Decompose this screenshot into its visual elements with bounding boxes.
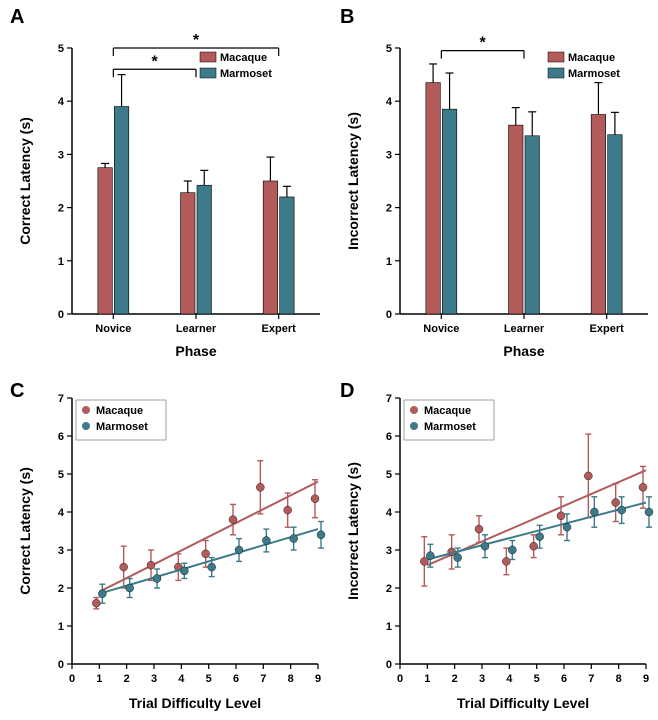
svg-text:9: 9 <box>315 673 321 685</box>
svg-text:Marmoset: Marmoset <box>96 421 148 433</box>
svg-text:Marmoset: Marmoset <box>568 68 620 80</box>
svg-text:0: 0 <box>386 309 392 321</box>
svg-text:Expert: Expert <box>262 323 297 335</box>
panel-d-chart: 0 1 2 3 4 5 6 7 0 1 2 3 4 5 6 7 8 9 Trial Difficulty Level… <box>338 380 658 720</box>
svg-text:1: 1 <box>58 621 64 633</box>
svg-text:Macaque: Macaque <box>424 405 471 417</box>
svg-text:0: 0 <box>69 673 75 685</box>
svg-text:2: 2 <box>386 583 392 595</box>
svg-text:Phase: Phase <box>503 343 544 359</box>
svg-text:0: 0 <box>58 309 64 321</box>
figure-root: A B C D 012345NoviceLearnerExpert**Phase… <box>0 0 658 720</box>
svg-text:4: 4 <box>58 507 65 519</box>
svg-text:Correct Latency (s): Correct Latency (s) <box>17 117 33 245</box>
svg-text:2: 2 <box>124 673 130 685</box>
svg-text:Marmoset: Marmoset <box>424 421 476 433</box>
svg-text:Trial Difficulty Level: Trial Difficulty Level <box>457 695 589 711</box>
svg-text:4: 4 <box>506 673 513 685</box>
svg-text:7: 7 <box>58 393 64 405</box>
svg-text:1: 1 <box>386 621 392 633</box>
svg-text:3: 3 <box>386 149 392 161</box>
svg-text:Trial Difficulty Level: Trial Difficulty Level <box>129 695 261 711</box>
svg-text:5: 5 <box>534 673 540 685</box>
svg-text:5: 5 <box>206 673 212 685</box>
svg-text:2: 2 <box>58 583 64 595</box>
svg-text:Learner: Learner <box>504 323 545 335</box>
svg-text:4: 4 <box>58 96 65 108</box>
panel-b-chart: 0 1 2 3 4 5 Novice Learner Expert * Phase Incorrect… <box>338 10 658 370</box>
svg-text:*: * <box>193 32 200 49</box>
svg-text:3: 3 <box>58 149 64 161</box>
svg-text:2: 2 <box>58 203 64 215</box>
svg-text:Phase: Phase <box>175 343 216 359</box>
svg-text:4: 4 <box>386 96 393 108</box>
svg-text:Incorrect Latency (s): Incorrect Latency (s) <box>345 462 361 600</box>
svg-text:1: 1 <box>96 673 102 685</box>
svg-text:Macaque: Macaque <box>568 52 615 64</box>
svg-text:3: 3 <box>386 545 392 557</box>
svg-text:1: 1 <box>58 256 64 268</box>
panel-a-chart: 0 1 2 3 4 5 Novice Learner Expert * * Phase Correct … <box>10 10 330 370</box>
svg-text:0: 0 <box>386 659 392 671</box>
svg-text:0: 0 <box>58 659 64 671</box>
svg-text:5: 5 <box>386 469 392 481</box>
svg-text:5: 5 <box>386 43 392 55</box>
svg-text:Incorrect Latency (s): Incorrect Latency (s) <box>345 112 361 250</box>
svg-text:4: 4 <box>178 673 185 685</box>
svg-text:4: 4 <box>386 507 393 519</box>
svg-text:5: 5 <box>58 43 64 55</box>
svg-text:7: 7 <box>260 673 266 685</box>
panel-c-chart: 0 1 2 3 4 5 6 7 0 1 2 3 4 5 6 7 8 9 Trial Difficulty Level… <box>10 380 330 720</box>
svg-text:7: 7 <box>386 393 392 405</box>
svg-text:6: 6 <box>233 673 239 685</box>
svg-text:6: 6 <box>561 673 567 685</box>
svg-text:0: 0 <box>397 673 403 685</box>
svg-text:1: 1 <box>386 256 392 268</box>
svg-text:9: 9 <box>643 673 649 685</box>
svg-text:6: 6 <box>58 431 64 443</box>
svg-text:5: 5 <box>58 469 64 481</box>
svg-text:Macaque: Macaque <box>96 405 143 417</box>
svg-text:8: 8 <box>288 673 294 685</box>
svg-text:7: 7 <box>588 673 594 685</box>
svg-text:6: 6 <box>386 431 392 443</box>
svg-text:Learner: Learner <box>176 323 217 335</box>
svg-text:*: * <box>480 35 487 52</box>
svg-text:3: 3 <box>479 673 485 685</box>
svg-text:3: 3 <box>151 673 157 685</box>
svg-text:1: 1 <box>424 673 430 685</box>
svg-text:2: 2 <box>386 203 392 215</box>
svg-text:Macaque: Macaque <box>220 52 267 64</box>
svg-text:2: 2 <box>452 673 458 685</box>
svg-text:Novice: Novice <box>95 323 131 335</box>
svg-text:Novice: Novice <box>423 323 459 335</box>
svg-text:Correct Latency (s): Correct Latency (s) <box>17 467 33 595</box>
svg-text:Expert: Expert <box>590 323 625 335</box>
svg-text:8: 8 <box>616 673 622 685</box>
svg-text:*: * <box>152 53 159 70</box>
svg-text:3: 3 <box>58 545 64 557</box>
svg-text:Marmoset: Marmoset <box>220 68 272 80</box>
